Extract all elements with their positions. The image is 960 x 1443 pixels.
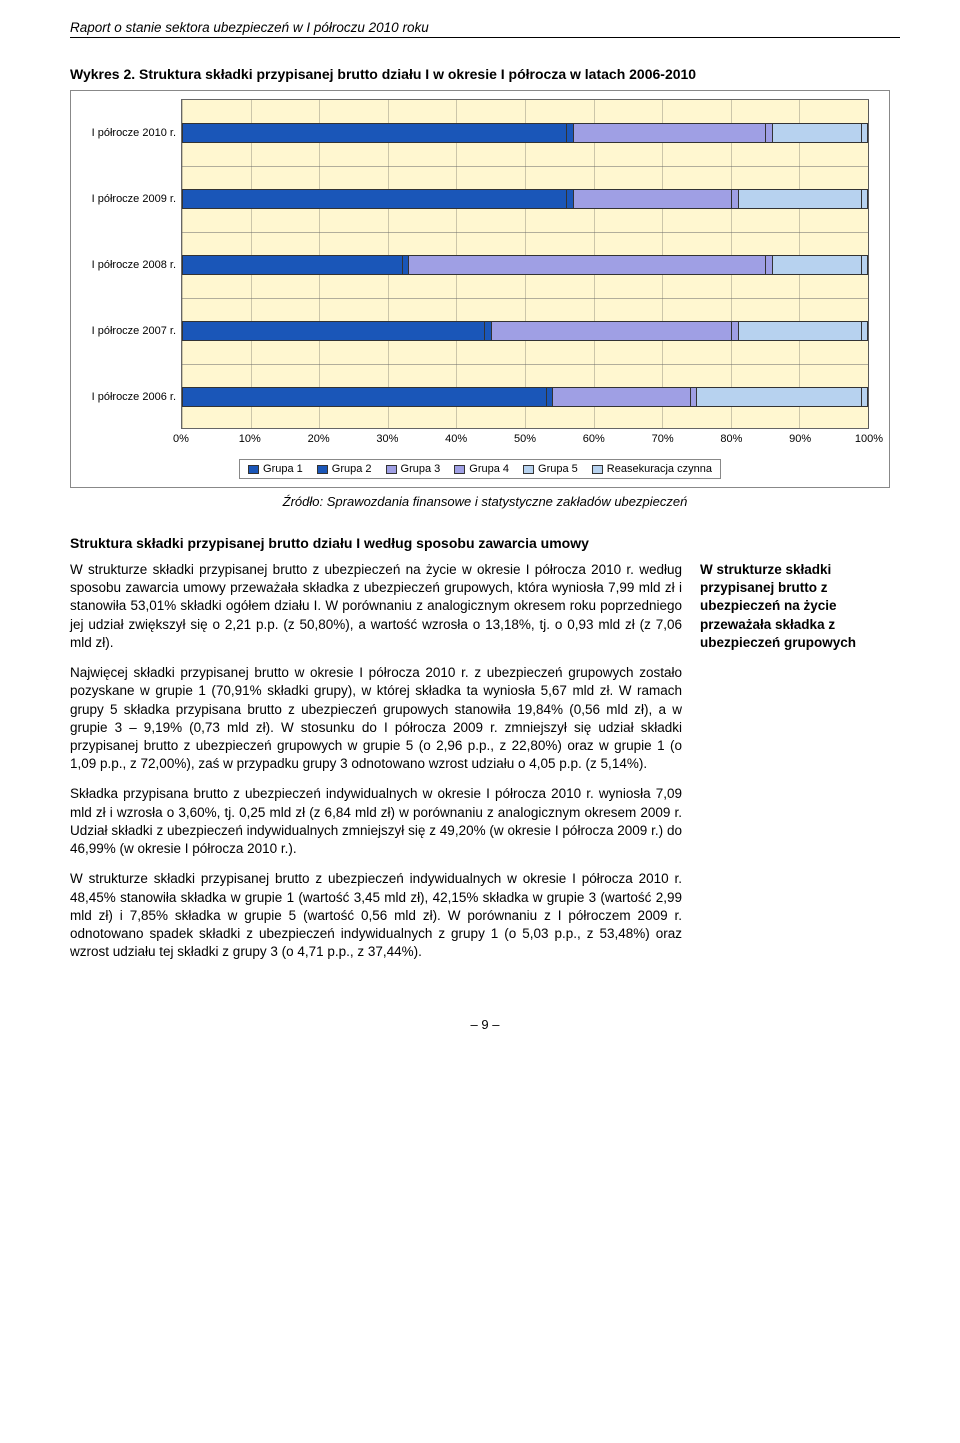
chart-bar-segment bbox=[566, 189, 573, 209]
chart-container: I półrocze 2010 r. I półrocze 2009 r. I pó… bbox=[70, 90, 890, 488]
chart-bar-segment bbox=[690, 387, 697, 407]
chart-bar-segment bbox=[408, 255, 765, 275]
chart-bar-segment bbox=[546, 387, 553, 407]
chart-bar-segment bbox=[182, 255, 402, 275]
chart-bar-segment bbox=[772, 123, 861, 143]
chart-bar-segment bbox=[573, 123, 765, 143]
chart-x-tick: 60% bbox=[583, 433, 605, 445]
chart-bar-row bbox=[182, 189, 868, 209]
chart-legend: Grupa 1 Grupa 2 Grupa 3 Grupa 4 Grupa 5 Rease… bbox=[239, 459, 721, 479]
chart-bar-segment bbox=[731, 321, 738, 341]
chart-title: Wykres 2. Struktura składki przypisanej … bbox=[70, 66, 900, 82]
page-number: 9 bbox=[70, 1017, 900, 1032]
chart-bar-segment bbox=[402, 255, 409, 275]
side-note: W strukturze składki przypisanej brutto … bbox=[700, 561, 900, 652]
legend-swatch bbox=[454, 465, 465, 474]
paragraph: W strukturze składki przypisanej brutto … bbox=[70, 561, 682, 652]
paragraph: W strukturze składki przypisanej brutto … bbox=[70, 870, 682, 961]
legend-swatch bbox=[386, 465, 397, 474]
chart-y-label: I półrocze 2009 r. bbox=[92, 193, 182, 205]
chart-bar-segment bbox=[491, 321, 731, 341]
chart-bar-segment bbox=[765, 123, 772, 143]
legend-label: Grupa 2 bbox=[332, 463, 372, 475]
chart-bar-segment bbox=[861, 123, 868, 143]
chart-x-tick: 70% bbox=[652, 433, 674, 445]
chart-y-label: I półrocze 2008 r. bbox=[92, 259, 182, 271]
legend-item: Grupa 5 bbox=[523, 463, 578, 475]
chart-plot-area: I półrocze 2010 r.I półrocze 2009 r.I pó… bbox=[181, 99, 869, 429]
chart-x-axis: 0%10%20%30%40%50%60%70%80%90%100% bbox=[181, 433, 869, 449]
chart-bar-segment bbox=[772, 255, 861, 275]
chart-bar-segment bbox=[738, 321, 861, 341]
chart-bar-row bbox=[182, 123, 868, 143]
legend-swatch bbox=[523, 465, 534, 474]
legend-label: Grupa 3 bbox=[401, 463, 441, 475]
chart-bar-segment bbox=[731, 189, 738, 209]
paragraph: Składka przypisana brutto z ubezpieczeń … bbox=[70, 785, 682, 858]
chart-bar-row bbox=[182, 321, 868, 341]
legend-swatch bbox=[248, 465, 259, 474]
legend-item: Grupa 3 bbox=[386, 463, 441, 475]
legend-label: Grupa 1 bbox=[263, 463, 303, 475]
chart-bar-segment bbox=[484, 321, 491, 341]
legend-item: Reasekuracja czynna bbox=[592, 463, 712, 475]
legend-label: Grupa 5 bbox=[538, 463, 578, 475]
legend-label: Reasekuracja czynna bbox=[607, 463, 712, 475]
chart-y-label: I półrocze 2007 r. bbox=[92, 325, 182, 337]
chart-bar-segment bbox=[861, 255, 868, 275]
chart-x-tick: 10% bbox=[239, 433, 261, 445]
chart-y-label: I półrocze 2006 r. bbox=[92, 391, 182, 403]
chart-bar-segment bbox=[566, 123, 573, 143]
chart-bar-segment bbox=[696, 387, 861, 407]
section-heading: Struktura składki przypisanej brutto dzi… bbox=[70, 535, 900, 551]
chart-bar-segment bbox=[182, 123, 566, 143]
chart-x-tick: 20% bbox=[308, 433, 330, 445]
chart-x-tick: 40% bbox=[445, 433, 467, 445]
chart-bar-segment bbox=[765, 255, 772, 275]
legend-label: Grupa 4 bbox=[469, 463, 509, 475]
chart-y-label: I półrocze 2010 r. bbox=[92, 127, 182, 139]
side-note-column: W strukturze składki przypisanej brutto … bbox=[700, 561, 900, 973]
chart-x-tick: 0% bbox=[173, 433, 189, 445]
chart-bar-segment bbox=[182, 321, 484, 341]
chart-bar-segment bbox=[552, 387, 689, 407]
chart-x-tick: 100% bbox=[855, 433, 883, 445]
legend-item: Grupa 4 bbox=[454, 463, 509, 475]
legend-item: Grupa 2 bbox=[317, 463, 372, 475]
legend-swatch bbox=[592, 465, 603, 474]
chart-bar-segment bbox=[182, 189, 566, 209]
main-text-column: W strukturze składki przypisanej brutto … bbox=[70, 561, 682, 973]
chart-source-note: Źródło: Sprawozdania finansowe i statyst… bbox=[70, 494, 900, 509]
paragraph: Najwięcej składki przypisanej brutto w o… bbox=[70, 664, 682, 773]
chart-bar-row bbox=[182, 387, 868, 407]
document-header: Raport o stanie sektora ubezpieczeń w I … bbox=[70, 20, 900, 38]
chart-x-tick: 50% bbox=[514, 433, 536, 445]
chart-x-tick: 30% bbox=[376, 433, 398, 445]
chart-x-tick: 80% bbox=[720, 433, 742, 445]
legend-swatch bbox=[317, 465, 328, 474]
chart-bar-row bbox=[182, 255, 868, 275]
chart-bar-segment bbox=[861, 189, 868, 209]
chart-bar-segment bbox=[738, 189, 861, 209]
chart-x-tick: 90% bbox=[789, 433, 811, 445]
legend-item: Grupa 1 bbox=[248, 463, 303, 475]
chart-bar-segment bbox=[861, 387, 868, 407]
chart-bar-segment bbox=[861, 321, 868, 341]
chart-bar-segment bbox=[182, 387, 546, 407]
chart-bar-segment bbox=[573, 189, 731, 209]
